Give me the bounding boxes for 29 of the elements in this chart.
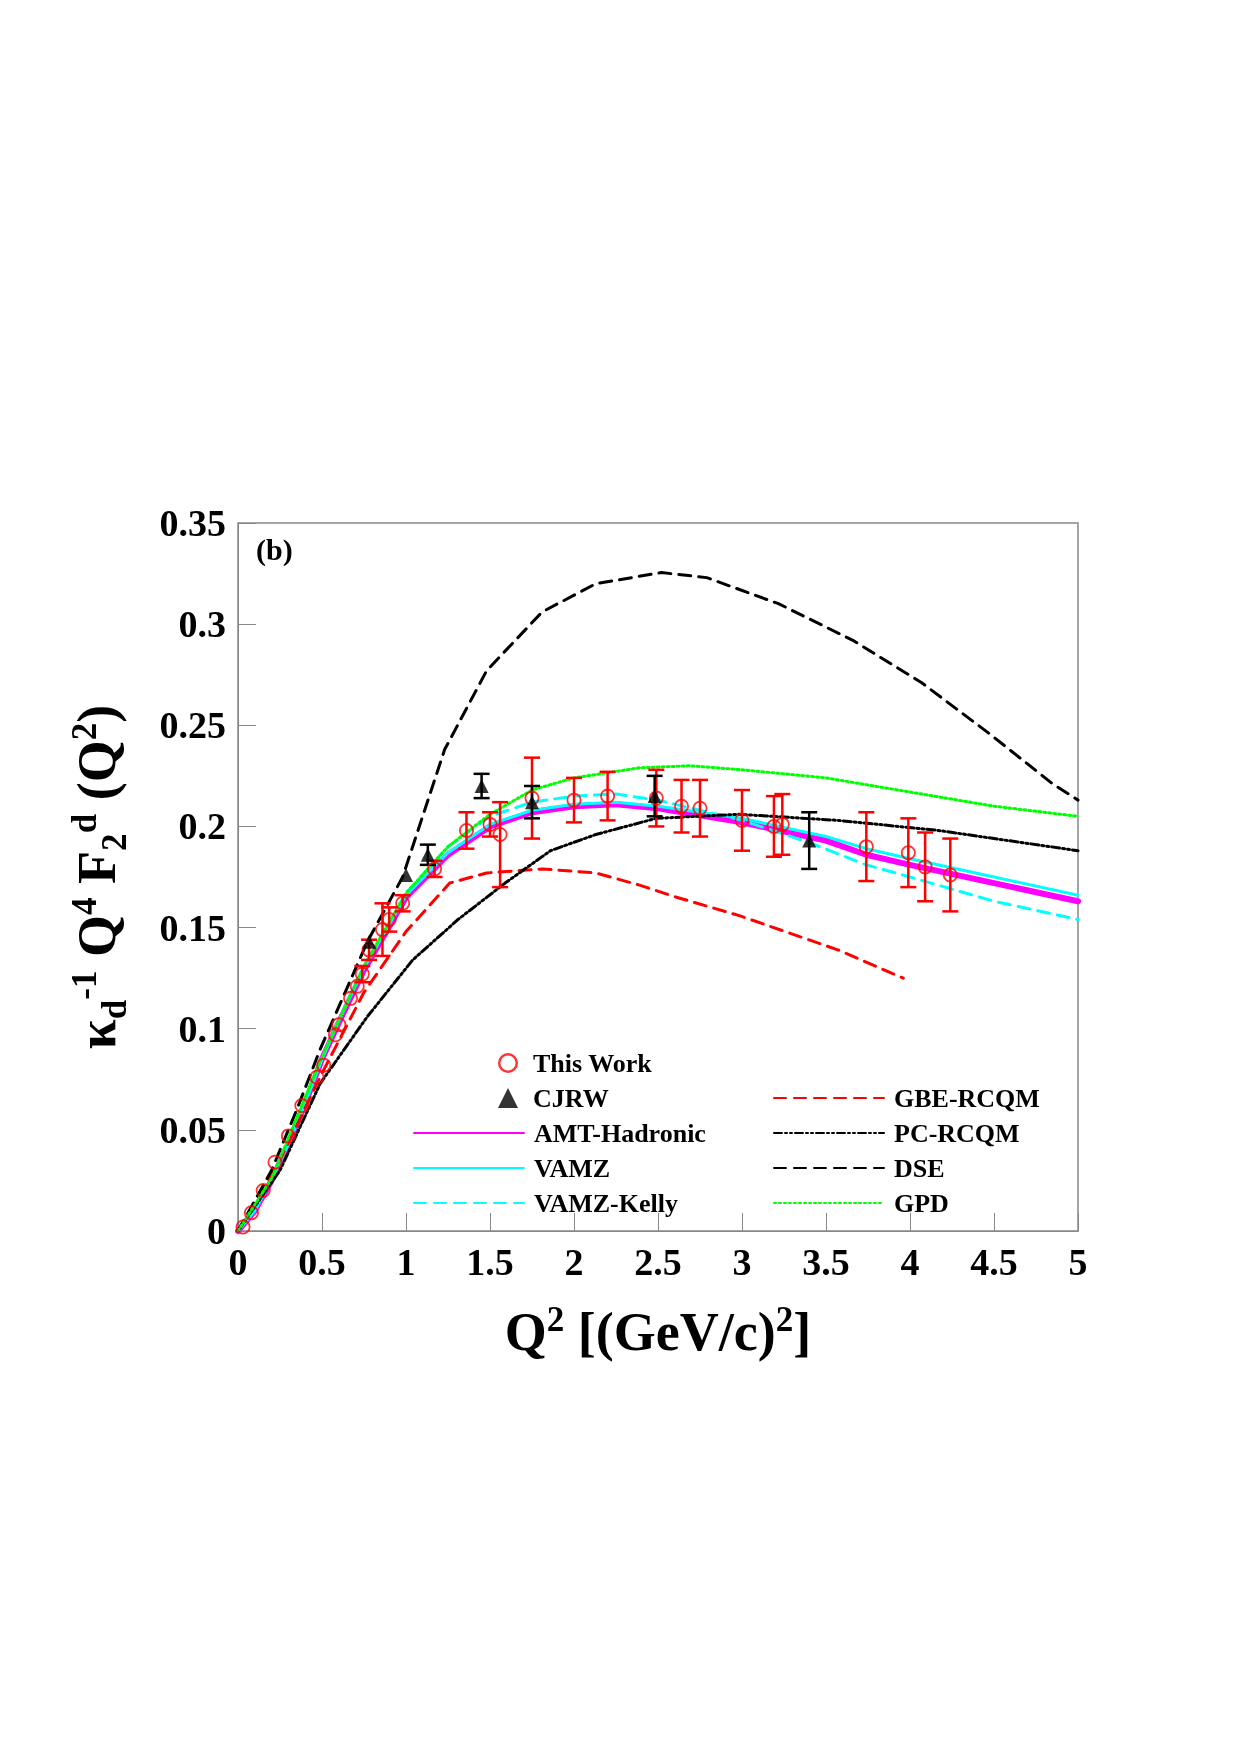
legend-label: PC-RCQM [894, 1118, 1020, 1148]
legend-label: This Work [533, 1048, 653, 1078]
legend-label: DSE [894, 1153, 945, 1183]
x-tick-label: 1 [396, 1241, 416, 1283]
legend-label: VAMZ-Kelly [534, 1188, 678, 1218]
annotation: (b) [256, 533, 293, 567]
x-tick-label: 4 [900, 1241, 920, 1283]
y-tick-label: 0.05 [159, 1108, 226, 1151]
legend-label: CJRW [533, 1083, 609, 1113]
x-tick-label: 2.5 [634, 1241, 682, 1283]
x-tick-label: 4.5 [970, 1241, 1018, 1283]
legend-label: GPD [894, 1188, 949, 1218]
y-tick-label: 0.3 [178, 603, 226, 646]
x-tick-label: 2 [564, 1241, 584, 1283]
x-tick-label: 0.5 [298, 1241, 346, 1283]
y-tick-label: 0 [207, 1210, 226, 1252]
legend-label: AMT-Hadronic [534, 1118, 706, 1148]
x-tick-label: 3.5 [802, 1241, 850, 1283]
y-tick-label: 0.25 [159, 704, 226, 747]
x-tick-label: 3 [732, 1241, 752, 1283]
legend-label: GBE-RCQM [894, 1083, 1040, 1113]
y-tick-label: 0.1 [178, 1007, 226, 1050]
x-tick-label: 1.5 [466, 1241, 514, 1283]
x-axis-title: Q$^{2}$ [(GeV/c)$^{2}$] [504, 1300, 812, 1363]
y-tick-label: 0.35 [159, 502, 226, 544]
x-tick-label: 5 [1068, 1241, 1088, 1283]
y-tick-label: 0.15 [159, 906, 226, 949]
legend-label: VAMZ [534, 1153, 611, 1183]
y-tick-label: 0.2 [178, 805, 226, 848]
